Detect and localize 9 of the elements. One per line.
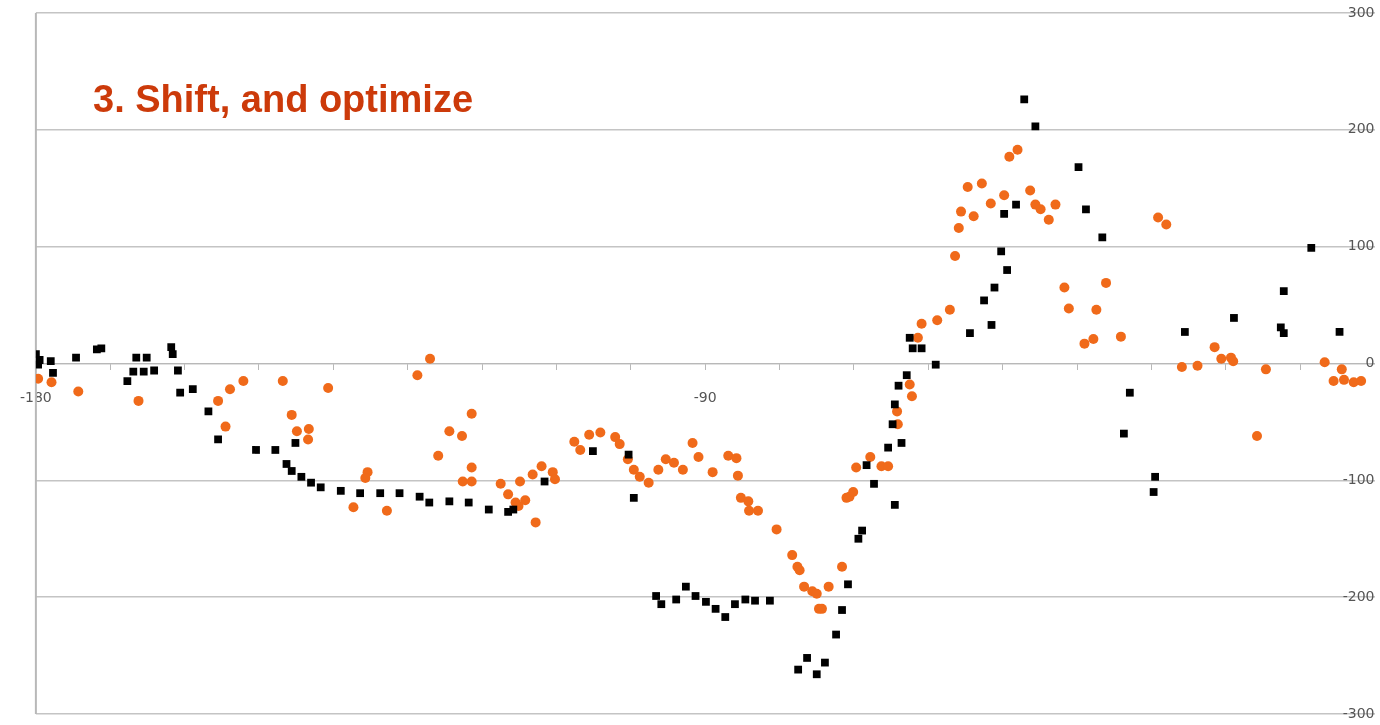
y-tick-label: -200 (1342, 587, 1375, 604)
y-tick-label: 100 (1347, 237, 1375, 254)
text: 3. Shift, and optimize (93, 78, 474, 121)
x-tick-label: -90 (693, 388, 717, 405)
y-tick-label: 0 (1365, 354, 1375, 371)
y-tick-label: 300 (1347, 3, 1375, 20)
y-tick-label: -300 (1342, 704, 1375, 721)
y-tick-label: -100 (1342, 470, 1375, 487)
y-tick-label: 200 (1347, 120, 1375, 137)
